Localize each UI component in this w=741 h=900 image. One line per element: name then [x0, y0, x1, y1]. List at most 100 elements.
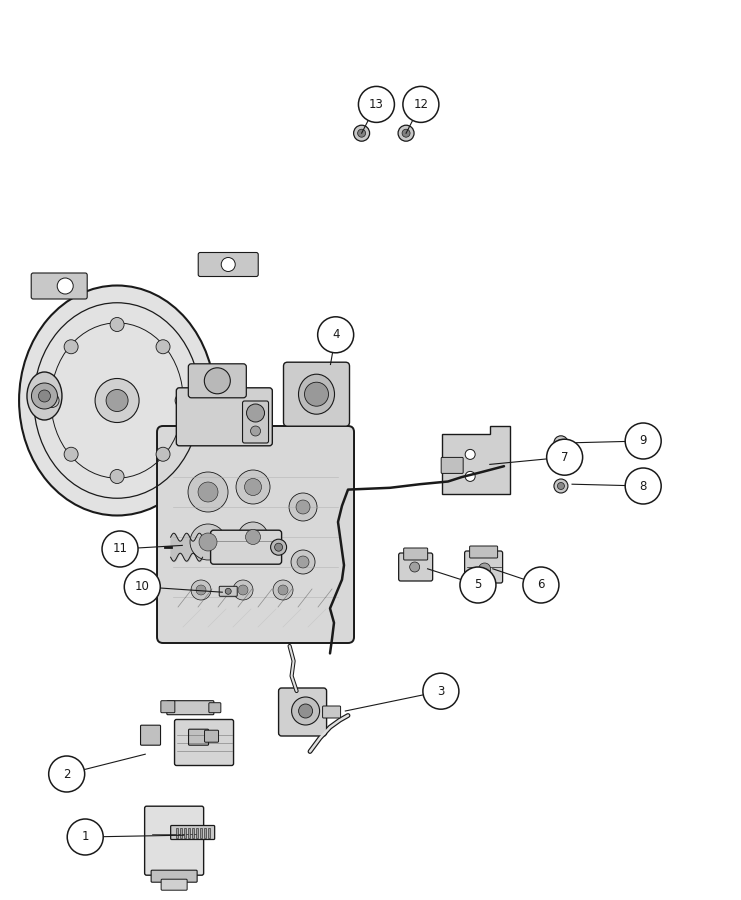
Circle shape: [95, 379, 139, 422]
Circle shape: [236, 470, 270, 504]
Circle shape: [291, 550, 315, 574]
Circle shape: [31, 383, 58, 409]
Circle shape: [403, 86, 439, 122]
FancyBboxPatch shape: [176, 827, 178, 838]
FancyBboxPatch shape: [242, 401, 268, 443]
Text: 3: 3: [437, 685, 445, 698]
Text: 11: 11: [113, 543, 127, 555]
Circle shape: [110, 318, 124, 331]
Ellipse shape: [299, 374, 334, 414]
Circle shape: [270, 539, 287, 555]
Circle shape: [297, 556, 309, 568]
Circle shape: [196, 585, 206, 595]
Circle shape: [156, 340, 170, 354]
Circle shape: [64, 340, 78, 354]
Circle shape: [557, 482, 565, 490]
FancyBboxPatch shape: [279, 688, 327, 736]
Circle shape: [296, 500, 310, 514]
Circle shape: [557, 439, 565, 446]
FancyBboxPatch shape: [322, 706, 341, 718]
FancyBboxPatch shape: [199, 253, 258, 276]
Circle shape: [225, 589, 231, 594]
FancyBboxPatch shape: [188, 729, 208, 745]
Circle shape: [275, 544, 282, 551]
Circle shape: [292, 697, 319, 725]
Circle shape: [247, 404, 265, 422]
Circle shape: [198, 482, 218, 502]
FancyBboxPatch shape: [144, 806, 204, 875]
Circle shape: [465, 449, 475, 459]
Ellipse shape: [19, 285, 215, 516]
FancyBboxPatch shape: [199, 827, 202, 838]
Circle shape: [250, 426, 261, 436]
Circle shape: [110, 470, 124, 483]
Text: 5: 5: [474, 579, 482, 591]
FancyBboxPatch shape: [161, 879, 187, 890]
Circle shape: [205, 368, 230, 394]
FancyBboxPatch shape: [399, 553, 433, 581]
Circle shape: [554, 479, 568, 493]
Text: 1: 1: [82, 831, 89, 843]
FancyBboxPatch shape: [187, 827, 190, 838]
Circle shape: [57, 278, 73, 294]
Circle shape: [318, 317, 353, 353]
FancyBboxPatch shape: [470, 546, 498, 558]
Text: 8: 8: [639, 480, 647, 492]
FancyBboxPatch shape: [196, 827, 198, 838]
FancyBboxPatch shape: [204, 827, 206, 838]
Text: 6: 6: [537, 579, 545, 591]
Circle shape: [238, 585, 248, 595]
Circle shape: [191, 580, 211, 600]
FancyBboxPatch shape: [284, 362, 350, 427]
FancyBboxPatch shape: [192, 827, 194, 838]
Circle shape: [305, 382, 328, 406]
Circle shape: [49, 756, 84, 792]
FancyBboxPatch shape: [209, 703, 221, 713]
Text: 12: 12: [413, 98, 428, 111]
FancyBboxPatch shape: [205, 730, 219, 742]
Circle shape: [39, 390, 50, 402]
Text: 4: 4: [332, 328, 339, 341]
Circle shape: [222, 257, 235, 272]
Circle shape: [245, 479, 262, 496]
Circle shape: [64, 447, 78, 461]
Circle shape: [625, 468, 661, 504]
Circle shape: [523, 567, 559, 603]
FancyBboxPatch shape: [31, 273, 87, 299]
Circle shape: [465, 472, 475, 482]
FancyBboxPatch shape: [157, 426, 354, 643]
Circle shape: [238, 522, 268, 552]
Circle shape: [190, 524, 226, 560]
Circle shape: [245, 529, 261, 544]
Text: 9: 9: [639, 435, 647, 447]
Circle shape: [423, 673, 459, 709]
Circle shape: [106, 390, 128, 411]
Circle shape: [410, 562, 419, 572]
FancyBboxPatch shape: [161, 701, 175, 713]
FancyBboxPatch shape: [184, 827, 186, 838]
FancyBboxPatch shape: [441, 457, 463, 473]
Circle shape: [402, 130, 410, 137]
Circle shape: [67, 819, 103, 855]
FancyBboxPatch shape: [404, 548, 428, 560]
Circle shape: [289, 493, 317, 521]
FancyBboxPatch shape: [188, 364, 246, 398]
Ellipse shape: [27, 372, 62, 420]
Circle shape: [358, 130, 365, 137]
Circle shape: [233, 580, 253, 600]
FancyBboxPatch shape: [176, 388, 273, 446]
FancyBboxPatch shape: [170, 825, 215, 840]
FancyBboxPatch shape: [141, 725, 161, 745]
Circle shape: [299, 704, 313, 718]
Circle shape: [547, 439, 582, 475]
Circle shape: [359, 86, 394, 122]
Text: 7: 7: [561, 451, 568, 464]
Circle shape: [625, 423, 661, 459]
Circle shape: [398, 125, 414, 141]
FancyBboxPatch shape: [179, 827, 182, 838]
Circle shape: [199, 533, 217, 551]
Circle shape: [45, 393, 59, 408]
Circle shape: [460, 567, 496, 603]
Circle shape: [554, 436, 568, 450]
Circle shape: [273, 580, 293, 600]
